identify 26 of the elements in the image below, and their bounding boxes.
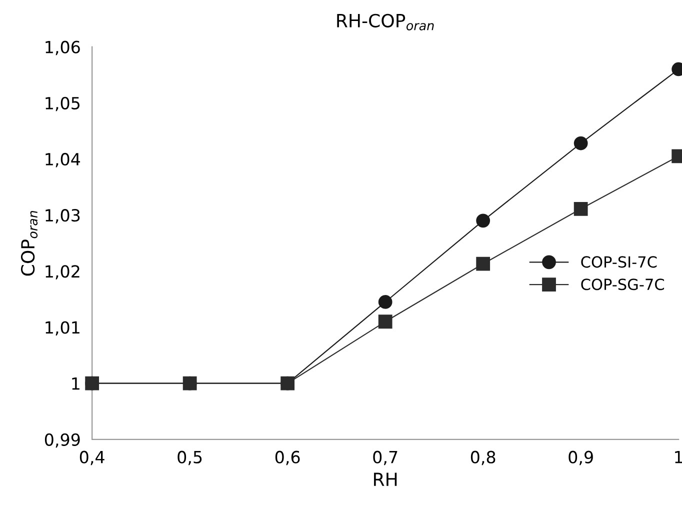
- y-axis-title: COP$_{oran}$: [20, 210, 38, 276]
- x-tick-label: 0,9: [568, 450, 593, 466]
- x-tick-label: 0,7: [373, 450, 398, 466]
- legend-label: COP-SG-7C: [581, 278, 664, 290]
- x-axis-title: RH: [374, 472, 397, 486]
- y-tick-label: 1,01: [46, 321, 80, 336]
- x-tick-label: 1: [675, 451, 682, 464]
- x-tick-label: 0,4: [80, 450, 104, 466]
- y-tick-label: 1,06: [46, 40, 80, 56]
- chart-title: RH-COP$_{oran}$: [337, 14, 434, 30]
- y-tick-label: 1,04: [46, 152, 80, 168]
- y-tick-label: 1: [72, 377, 80, 390]
- x-tick-label: 0,5: [178, 450, 202, 466]
- x-tick-label: 0,8: [470, 450, 496, 466]
- y-tick-label: 0,99: [44, 433, 80, 448]
- y-tick-label: 1,05: [46, 96, 80, 112]
- y-tick-label: 1,02: [46, 265, 80, 280]
- point: [476, 256, 490, 271]
- point: [378, 295, 392, 309]
- point: [378, 314, 392, 329]
- x-tick-label: 0,6: [275, 450, 300, 466]
- point: [574, 202, 588, 216]
- point: [574, 136, 588, 150]
- point: [476, 214, 490, 228]
- y-tick-label: 1,03: [46, 209, 80, 224]
- legend-label: COP-SI-7C: [581, 256, 657, 268]
